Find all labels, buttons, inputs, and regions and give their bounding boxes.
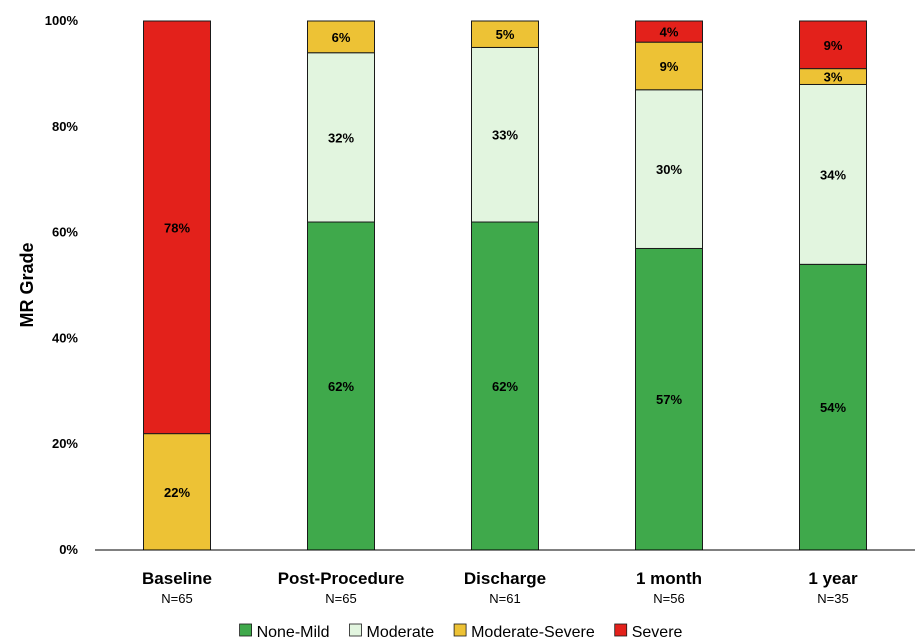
bar-segment [307, 52, 375, 223]
sample-size-label: N=61 [489, 591, 520, 606]
x-axis-labels: Baseline N=65 Post-Procedure N=65 Discharge N… [142, 569, 858, 606]
category-label: Discharge [464, 569, 546, 588]
category-label: Baseline [142, 569, 212, 588]
data-label: 9% [660, 59, 679, 74]
legend-label: Moderate [367, 624, 435, 638]
sample-size-label: N=65 [325, 591, 356, 606]
legend: None-Mild Moderate Moderate-Severe Severe [239, 623, 683, 638]
legend-swatch [239, 623, 252, 637]
bar-segment [471, 20, 539, 48]
bar-segment [307, 20, 375, 54]
bar-segment [471, 221, 539, 551]
bar-segment [635, 89, 703, 249]
y-tick-label: 40% [52, 330, 78, 345]
legend-label: None-Mild [257, 624, 330, 638]
category-label: Post-Procedure [278, 569, 405, 588]
data-label: 33% [492, 128, 518, 143]
y-tick-label: 0% [59, 542, 78, 557]
y-tick-label: 20% [52, 436, 78, 451]
bar-segment [635, 20, 703, 43]
y-axis-label: MR Grade [17, 242, 37, 327]
sample-size-label: N=35 [817, 591, 848, 606]
legend-swatch [349, 623, 362, 637]
data-label: 54% [820, 400, 846, 415]
data-label: 3% [824, 70, 843, 85]
bar-segment [799, 263, 867, 551]
sample-size-label: N=56 [653, 591, 684, 606]
data-label: 6% [332, 30, 351, 45]
sample-size-label: N=65 [161, 591, 192, 606]
data-label: 5% [496, 27, 515, 42]
category-label: 1 month [636, 569, 702, 588]
bar-segment [143, 20, 211, 435]
data-label: 62% [328, 379, 354, 394]
bar-segment [635, 41, 703, 91]
data-label: 4% [660, 25, 679, 40]
legend-label: Moderate-Severe [471, 624, 595, 638]
data-label: 57% [656, 392, 682, 407]
data-label: 34% [820, 167, 846, 182]
y-tick-label: 100% [45, 13, 79, 28]
bars: 22% 78% 62% 32% 6% 62% 33% 5% 57% 30% 9% 4% 54% 34% 3%… [143, 20, 867, 551]
bar-segment [799, 83, 867, 265]
y-axis-ticks: 0% 20% 40% 60% 80% 100% [45, 13, 79, 557]
legend-swatch [614, 623, 628, 637]
bar-segment [799, 20, 867, 70]
bar-segment [143, 433, 211, 551]
data-label: 32% [328, 130, 354, 145]
legend-label: Severe [632, 624, 683, 638]
y-tick-label: 60% [52, 225, 78, 240]
data-label: 78% [164, 220, 190, 235]
bar-segment [471, 46, 539, 223]
y-tick-label: 80% [52, 119, 78, 134]
data-label: 9% [824, 38, 843, 53]
legend-swatch [453, 623, 467, 637]
category-label: 1 year [808, 569, 858, 588]
data-label: 62% [492, 379, 518, 394]
data-label: 22% [164, 485, 190, 500]
data-label: 30% [656, 162, 682, 177]
